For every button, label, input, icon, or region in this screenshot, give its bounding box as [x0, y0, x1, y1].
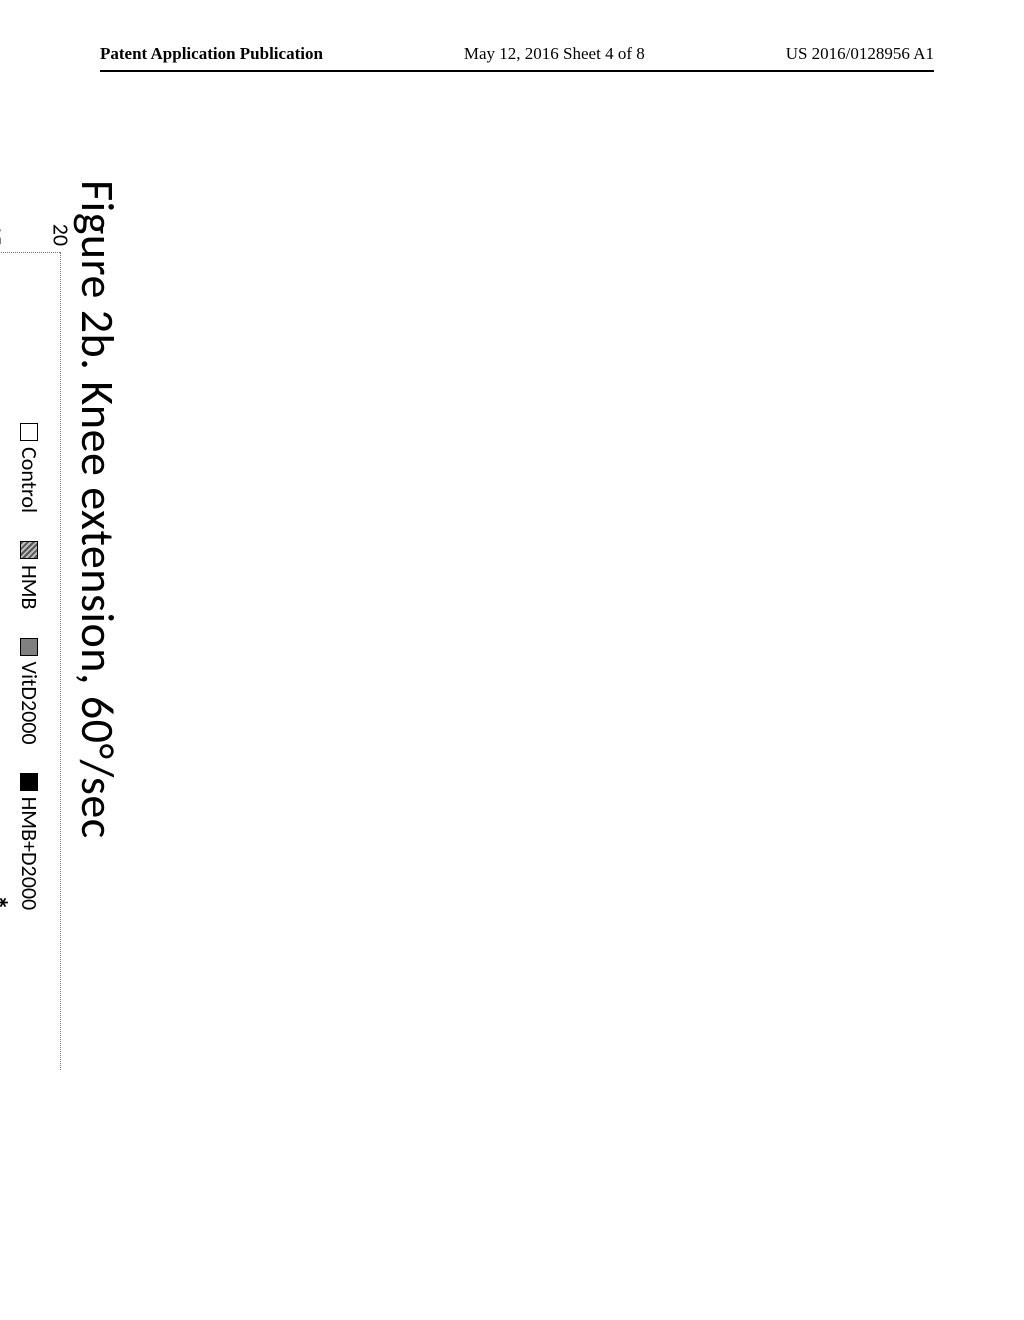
- y-tick-label: 20: [48, 210, 75, 246]
- pub-type: Patent Application Publication: [100, 44, 323, 64]
- figure-2b: Figure 2b. Knee extension, 60°/sec Chang…: [0, 120, 125, 1180]
- plot-area: Control HMB VitD2000 HMB+D2000: [0, 252, 61, 1070]
- page-header: Patent Application Publication May 12, 2…: [0, 44, 1024, 64]
- pub-number: US 2016/0128956 A1: [786, 44, 934, 64]
- chart: Change in Peak Torque, nm Control HMB: [0, 200, 61, 1070]
- header-rule: [100, 70, 934, 72]
- y-tick-label: 15: [0, 210, 7, 246]
- significance-marker: *: [0, 895, 14, 910]
- figure-title: Figure 2b. Knee extension, 60°/sec: [69, 180, 125, 1180]
- pub-date: May 12, 2016 Sheet 4 of 8: [464, 44, 645, 64]
- gridline: [60, 253, 61, 1070]
- bar-group: *: [0, 423, 61, 983]
